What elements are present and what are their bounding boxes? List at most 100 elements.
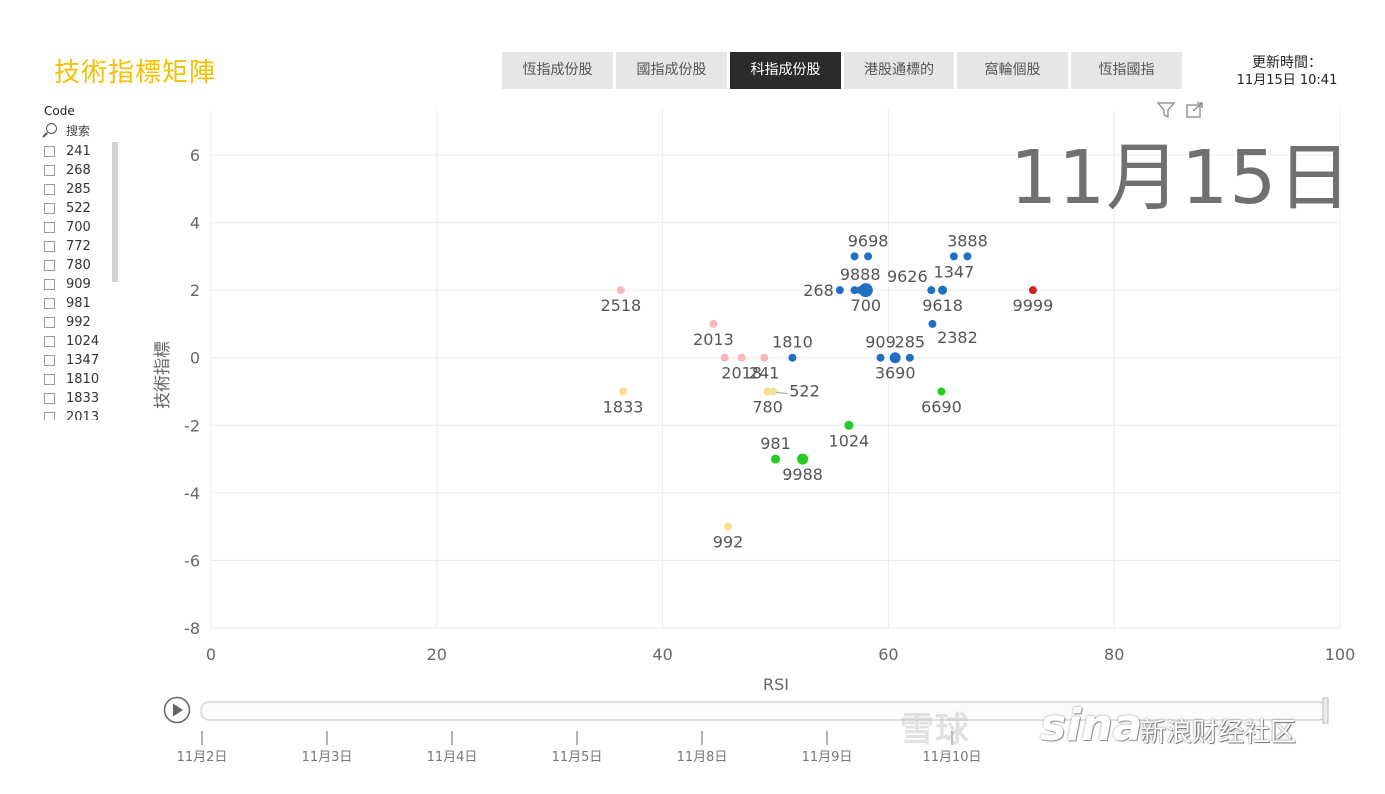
data-point-2018[interactable] (737, 353, 746, 362)
slicer-item-label: 2013 (66, 410, 100, 420)
slicer-item-981[interactable]: 981 (40, 294, 120, 313)
slicer-item-1833[interactable]: 1833 (40, 389, 120, 408)
tab-warrant-stocks[interactable]: 窩輪個股 (957, 52, 1068, 89)
data-point-1024[interactable] (844, 420, 854, 430)
data-point-2013[interactable] (709, 319, 718, 328)
slicer-item-700[interactable]: 700 (40, 218, 120, 237)
update-time-label: 更新時間： (1252, 55, 1322, 71)
data-point-9999[interactable] (1028, 286, 1037, 295)
data-point-241[interactable] (760, 353, 769, 362)
data-point[interactable] (720, 353, 729, 362)
slicer-item-1810[interactable]: 1810 (40, 370, 120, 389)
slicer-item-2013[interactable]: 2013 (40, 408, 120, 420)
sina-watermark: sina (1040, 700, 1143, 751)
checkbox[interactable] (44, 393, 55, 404)
checkbox[interactable] (44, 298, 55, 309)
slicer-item-522[interactable]: 522 (40, 199, 120, 218)
slicer-search-input[interactable]: 搜索 (66, 124, 91, 138)
data-label: 981 (760, 434, 791, 453)
data-point-1810[interactable] (788, 353, 797, 362)
timeline-label[interactable]: 11月3日 (302, 750, 353, 765)
y-tick-label: -2 (184, 416, 200, 435)
tab-hscei-constituents[interactable]: 國指成份股 (616, 52, 727, 89)
data-point-9618[interactable] (938, 285, 948, 295)
data-point-992[interactable] (724, 522, 733, 531)
data-point-780[interactable] (763, 387, 772, 396)
slicer-item-1024[interactable]: 1024 (40, 332, 120, 351)
data-label: 1833 (603, 398, 644, 417)
slicer-item-241[interactable]: 241 (40, 142, 120, 161)
checkbox[interactable] (44, 374, 55, 385)
data-point-1833[interactable] (619, 387, 628, 396)
checkbox[interactable] (44, 279, 55, 290)
tab-hsi-hscei[interactable]: 恆指國指 (1071, 52, 1182, 89)
slicer-item-780[interactable]: 780 (40, 256, 120, 275)
data-point-1347[interactable] (949, 252, 958, 261)
data-label: 522 (789, 382, 820, 401)
checkbox[interactable] (44, 260, 55, 271)
slicer-item-label: 522 (66, 201, 91, 216)
slicer-scrollbar[interactable] (112, 142, 118, 282)
data-point-700[interactable] (858, 283, 873, 298)
data-point-2518[interactable] (616, 286, 625, 295)
tab-hstech-constituents[interactable]: 科指成份股 (730, 52, 841, 89)
data-point-909[interactable] (876, 353, 885, 362)
data-point-522[interactable] (769, 387, 778, 396)
checkbox[interactable] (44, 241, 55, 252)
slicer-item-268[interactable]: 268 (40, 161, 120, 180)
timeline-label[interactable]: 11月4日 (427, 750, 478, 765)
x-tick-label: 100 (1325, 645, 1356, 664)
data-point-2382[interactable] (928, 319, 937, 328)
checkbox[interactable] (44, 165, 55, 176)
checkbox[interactable] (44, 222, 55, 233)
checkbox[interactable] (44, 317, 55, 328)
checkbox[interactable] (44, 412, 55, 420)
slicer-search[interactable]: 搜索 (40, 122, 120, 140)
data-point-285[interactable] (905, 353, 914, 362)
timeline-label[interactable]: 11月5日 (552, 750, 603, 765)
timeline-label[interactable]: 11月10日 (922, 750, 981, 765)
checkbox[interactable] (44, 184, 55, 195)
x-tick-label: 20 (427, 645, 447, 664)
slicer-item-label: 780 (66, 258, 91, 273)
slicer-item-992[interactable]: 992 (40, 313, 120, 332)
slicer-item-909[interactable]: 909 (40, 275, 120, 294)
timeline-ticks: 11月2日 11月3日 11月4日 11月5日 11月8日 11月9日 11月10日 (177, 731, 982, 765)
slicer-item-1347[interactable]: 1347 (40, 351, 120, 370)
data-point[interactable] (850, 286, 859, 295)
y-tick-label: 6 (190, 146, 200, 165)
tab-stock-connect[interactable]: 港股通標的 (844, 52, 954, 89)
timeline-label[interactable]: 11月9日 (802, 750, 853, 765)
checkbox[interactable] (44, 336, 55, 347)
x-axis-label: RSI (763, 675, 789, 694)
filter-icon[interactable] (1156, 102, 1176, 119)
timeline-handle[interactable] (1322, 697, 1329, 724)
data-label: 992 (713, 533, 744, 552)
data-point-3888[interactable] (963, 252, 972, 261)
checkbox[interactable] (44, 203, 55, 214)
slicer-item-285[interactable]: 285 (40, 180, 120, 199)
data-point[interactable] (850, 252, 859, 261)
timeline-label[interactable]: 11月2日 (177, 750, 228, 765)
data-point-9626[interactable] (927, 286, 936, 295)
play-button[interactable] (163, 696, 191, 724)
data-label: 9999 (1013, 296, 1054, 315)
data-point-9988[interactable] (797, 453, 809, 465)
data-point-9888[interactable] (856, 286, 865, 295)
data-point-268[interactable] (835, 286, 844, 295)
timeline-label[interactable]: 11月8日 (677, 750, 728, 765)
update-time-value: 11月15日 10:41 (1236, 73, 1338, 88)
slicer-item-772[interactable]: 772 (40, 237, 120, 256)
data-point-3690[interactable] (889, 352, 901, 364)
checkbox[interactable] (44, 146, 55, 157)
data-point-981[interactable] (771, 454, 780, 464)
focus-mode-icon[interactable] (1186, 102, 1203, 118)
code-slicer: Code 搜索 241 268 285 522 700 772 780 909 981 992 10… (40, 104, 120, 420)
data-label: 1347 (934, 262, 975, 281)
tab-hsi-constituents[interactable]: 恆指成份股 (502, 52, 613, 89)
checkbox[interactable] (44, 355, 55, 366)
data-label: 2018 (721, 364, 762, 383)
data-label: 9626 (887, 267, 928, 286)
data-point-6690[interactable] (937, 387, 946, 396)
data-point-9698[interactable] (864, 252, 873, 261)
